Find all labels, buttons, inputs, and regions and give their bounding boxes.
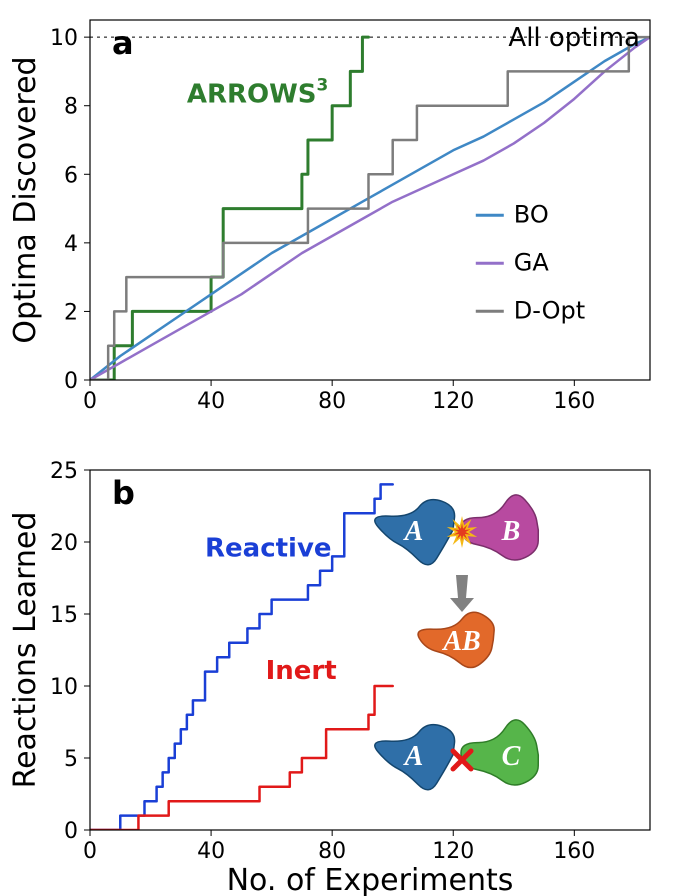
svg-text:80: 80 bbox=[318, 839, 346, 864]
svg-text:4: 4 bbox=[64, 232, 78, 257]
series-BO bbox=[90, 37, 650, 380]
svg-text:160: 160 bbox=[553, 839, 595, 864]
panel-a: a All optima ARROWS3 BO GA D-Opt Optima Discov… bbox=[8, 23, 650, 380]
panel-a-ylabel: Optima Discovered bbox=[8, 56, 43, 343]
svg-text:40: 40 bbox=[197, 839, 225, 864]
svg-text:0: 0 bbox=[83, 839, 97, 864]
svg-text:8: 8 bbox=[64, 95, 78, 120]
mol-label-B: B bbox=[501, 516, 521, 547]
legend-label-BO: BO bbox=[514, 200, 549, 228]
panel-a-letter: a bbox=[112, 24, 134, 62]
arrows3-label: ARROWS3 bbox=[187, 74, 328, 109]
series-Inert bbox=[90, 686, 393, 830]
svg-text:25: 25 bbox=[50, 459, 78, 484]
figure-root: a All optima ARROWS3 BO GA D-Opt Optima Discov… bbox=[0, 0, 685, 896]
molecule-diagram: ABABAC bbox=[375, 495, 539, 790]
svg-text:40: 40 bbox=[197, 389, 225, 414]
svg-text:15: 15 bbox=[50, 603, 78, 628]
svg-text:5: 5 bbox=[64, 747, 78, 772]
panel-b-ylabel: Reactions Learned bbox=[8, 512, 43, 789]
chart-svg: a All optima ARROWS3 BO GA D-Opt Optima Discov… bbox=[0, 0, 685, 896]
svg-text:0: 0 bbox=[83, 389, 97, 414]
svg-text:120: 120 bbox=[432, 839, 474, 864]
svg-text:80: 80 bbox=[318, 389, 346, 414]
svg-text:20: 20 bbox=[50, 531, 78, 556]
legend-label-D-Opt: D-Opt bbox=[514, 296, 585, 324]
reactive-label: Reactive bbox=[205, 533, 332, 563]
molecule-blob bbox=[461, 495, 538, 560]
mol-label-AB: AB bbox=[441, 626, 480, 657]
svg-text:2: 2 bbox=[64, 300, 78, 325]
inert-label: Inert bbox=[266, 656, 337, 686]
svg-text:0: 0 bbox=[64, 819, 78, 844]
svg-text:10: 10 bbox=[50, 26, 78, 51]
panel-b: b Reactive Inert Reactions Learned No. of Ex… bbox=[8, 474, 538, 896]
svg-text:10: 10 bbox=[50, 675, 78, 700]
xlabel: No. of Experiments bbox=[227, 863, 514, 896]
all-optima-label: All optima bbox=[508, 23, 640, 53]
svg-text:120: 120 bbox=[432, 389, 474, 414]
reaction-arrow-icon bbox=[450, 575, 474, 612]
svg-text:6: 6 bbox=[64, 163, 78, 188]
mol-label-A: A bbox=[403, 516, 424, 547]
svg-text:0: 0 bbox=[64, 369, 78, 394]
mol-label-C: C bbox=[502, 741, 521, 772]
svg-text:160: 160 bbox=[553, 389, 595, 414]
mol-label-A2: A bbox=[403, 741, 424, 772]
legend-label-GA: GA bbox=[514, 248, 550, 276]
panel-b-letter: b bbox=[112, 474, 135, 512]
